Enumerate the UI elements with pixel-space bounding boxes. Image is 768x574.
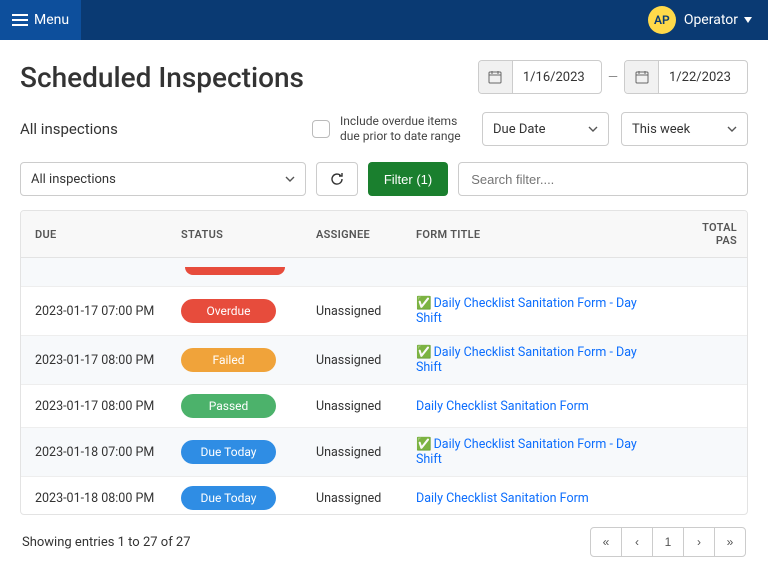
cell-assignee: Unassigned	[306, 477, 406, 516]
pagination: « ‹ 1 › »	[590, 527, 746, 557]
due-date-select[interactable]: Due Date	[482, 112, 609, 146]
cell-assignee: Unassigned	[306, 385, 406, 428]
avatar: AP	[648, 6, 676, 34]
chevron-down-icon	[727, 126, 737, 132]
page-title: Scheduled Inspections	[20, 61, 304, 94]
cell-due: 2023-01-18 08:00 PM	[21, 477, 171, 516]
user-name: Operator	[684, 12, 738, 28]
form-link[interactable]: Daily Checklist Sanitation Form - Day Sh…	[416, 345, 637, 375]
status-badge: Failed	[181, 348, 276, 372]
cell-due: 2023-01-17 07:00 PM	[21, 287, 171, 336]
content: Scheduled Inspections 1/16/2023 — 1/22/2…	[0, 40, 768, 557]
user-menu[interactable]: AP Operator	[648, 6, 768, 34]
chevron-down-icon	[285, 176, 295, 182]
check-icon: ✅	[416, 345, 432, 360]
refresh-button[interactable]	[316, 162, 358, 196]
header-form[interactable]: FORM TITLE	[406, 211, 669, 258]
table-row[interactable]: 2023-01-17 07:00 PM Overdue Unassigned ✅Dai…	[21, 287, 747, 336]
cell-assignee: Unassigned	[306, 428, 406, 477]
status-badge-cut	[185, 267, 285, 275]
overdue-checkbox-label: Include overdue items due prior to date …	[340, 114, 470, 144]
form-link[interactable]: Daily Checklist Sanitation Form	[416, 491, 589, 506]
date-separator: —	[608, 70, 618, 85]
header-assignee[interactable]: ASSIGNEE	[306, 211, 406, 258]
date-range: 1/16/2023 — 1/22/2023	[478, 60, 748, 94]
calendar-icon	[625, 60, 659, 94]
status-badge: Overdue	[181, 299, 276, 323]
refresh-icon	[330, 172, 344, 186]
table-row-cut	[21, 258, 747, 287]
form-link[interactable]: Daily Checklist Sanitation Form	[416, 399, 589, 414]
header-status[interactable]: STATUS	[171, 211, 306, 258]
header-due[interactable]: DUE	[21, 211, 171, 258]
range-select-value: This week	[632, 122, 690, 137]
pager-next[interactable]: ›	[683, 527, 715, 557]
search-input[interactable]	[458, 162, 748, 196]
status-badge: Due Today	[181, 486, 276, 510]
form-link[interactable]: Daily Checklist Sanitation Form - Day Sh…	[416, 437, 637, 467]
topbar: Menu AP Operator	[0, 0, 768, 40]
cell-assignee: Unassigned	[306, 287, 406, 336]
menu-button[interactable]: Menu	[0, 0, 81, 40]
date-to-value: 1/22/2023	[659, 70, 747, 85]
date-to-input[interactable]: 1/22/2023	[624, 60, 748, 94]
inspections-dropdown-value: All inspections	[31, 172, 116, 187]
check-icon: ✅	[416, 437, 432, 452]
entries-text: Showing entries 1 to 27 of 27	[22, 535, 191, 550]
inspections-dropdown[interactable]: All inspections	[20, 162, 306, 196]
cell-assignee: Unassigned	[306, 336, 406, 385]
pager-prev[interactable]: ‹	[621, 527, 653, 557]
cell-due: 2023-01-17 08:00 PM	[21, 336, 171, 385]
cell-due: 2023-01-17 08:00 PM	[21, 385, 171, 428]
table-row[interactable]: 2023-01-17 08:00 PM Failed Unassigned ✅Dail…	[21, 336, 747, 385]
hamburger-icon	[12, 14, 28, 26]
chevron-down-icon	[588, 126, 598, 132]
range-select[interactable]: This week	[621, 112, 748, 146]
check-icon: ✅	[416, 296, 432, 311]
table-row[interactable]: 2023-01-18 07:00 PM Due Today Unassigned ✅D…	[21, 428, 747, 477]
pager-last[interactable]: »	[714, 527, 746, 557]
menu-label: Menu	[34, 12, 69, 28]
due-date-select-value: Due Date	[493, 122, 546, 137]
pager-first[interactable]: «	[590, 527, 622, 557]
status-badge: Passed	[181, 394, 276, 418]
pager-page[interactable]: 1	[652, 527, 684, 557]
calendar-icon	[479, 60, 513, 94]
overdue-checkbox[interactable]	[312, 120, 330, 138]
date-from-value: 1/16/2023	[513, 70, 601, 85]
caret-down-icon	[744, 17, 752, 23]
table-row[interactable]: 2023-01-18 08:00 PM Due Today Unassigned Da…	[21, 477, 747, 516]
inspections-table: DUE STATUS ASSIGNEE FORM TITLE TOTAL PAS…	[20, 210, 748, 515]
cell-due: 2023-01-18 07:00 PM	[21, 428, 171, 477]
table-row[interactable]: 2023-01-17 08:00 PM Passed Unassigned Daily…	[21, 385, 747, 428]
status-badge: Due Today	[181, 440, 276, 464]
form-link[interactable]: Daily Checklist Sanitation Form - Day Sh…	[416, 296, 637, 326]
filter-button[interactable]: Filter (1)	[368, 162, 448, 196]
date-from-input[interactable]: 1/16/2023	[478, 60, 602, 94]
header-total[interactable]: TOTAL PAS	[669, 211, 747, 258]
subtitle: All inspections	[20, 120, 300, 138]
